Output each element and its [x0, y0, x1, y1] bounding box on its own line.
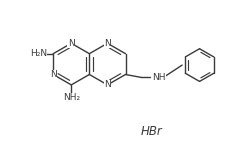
Text: NH: NH [152, 73, 166, 82]
Text: HBr: HBr [141, 125, 163, 138]
Text: N: N [68, 39, 75, 48]
Text: H₂N: H₂N [30, 49, 47, 58]
Text: NH₂: NH₂ [63, 93, 80, 102]
Text: N: N [50, 70, 57, 79]
Text: N: N [104, 80, 111, 89]
Text: N: N [104, 39, 111, 48]
